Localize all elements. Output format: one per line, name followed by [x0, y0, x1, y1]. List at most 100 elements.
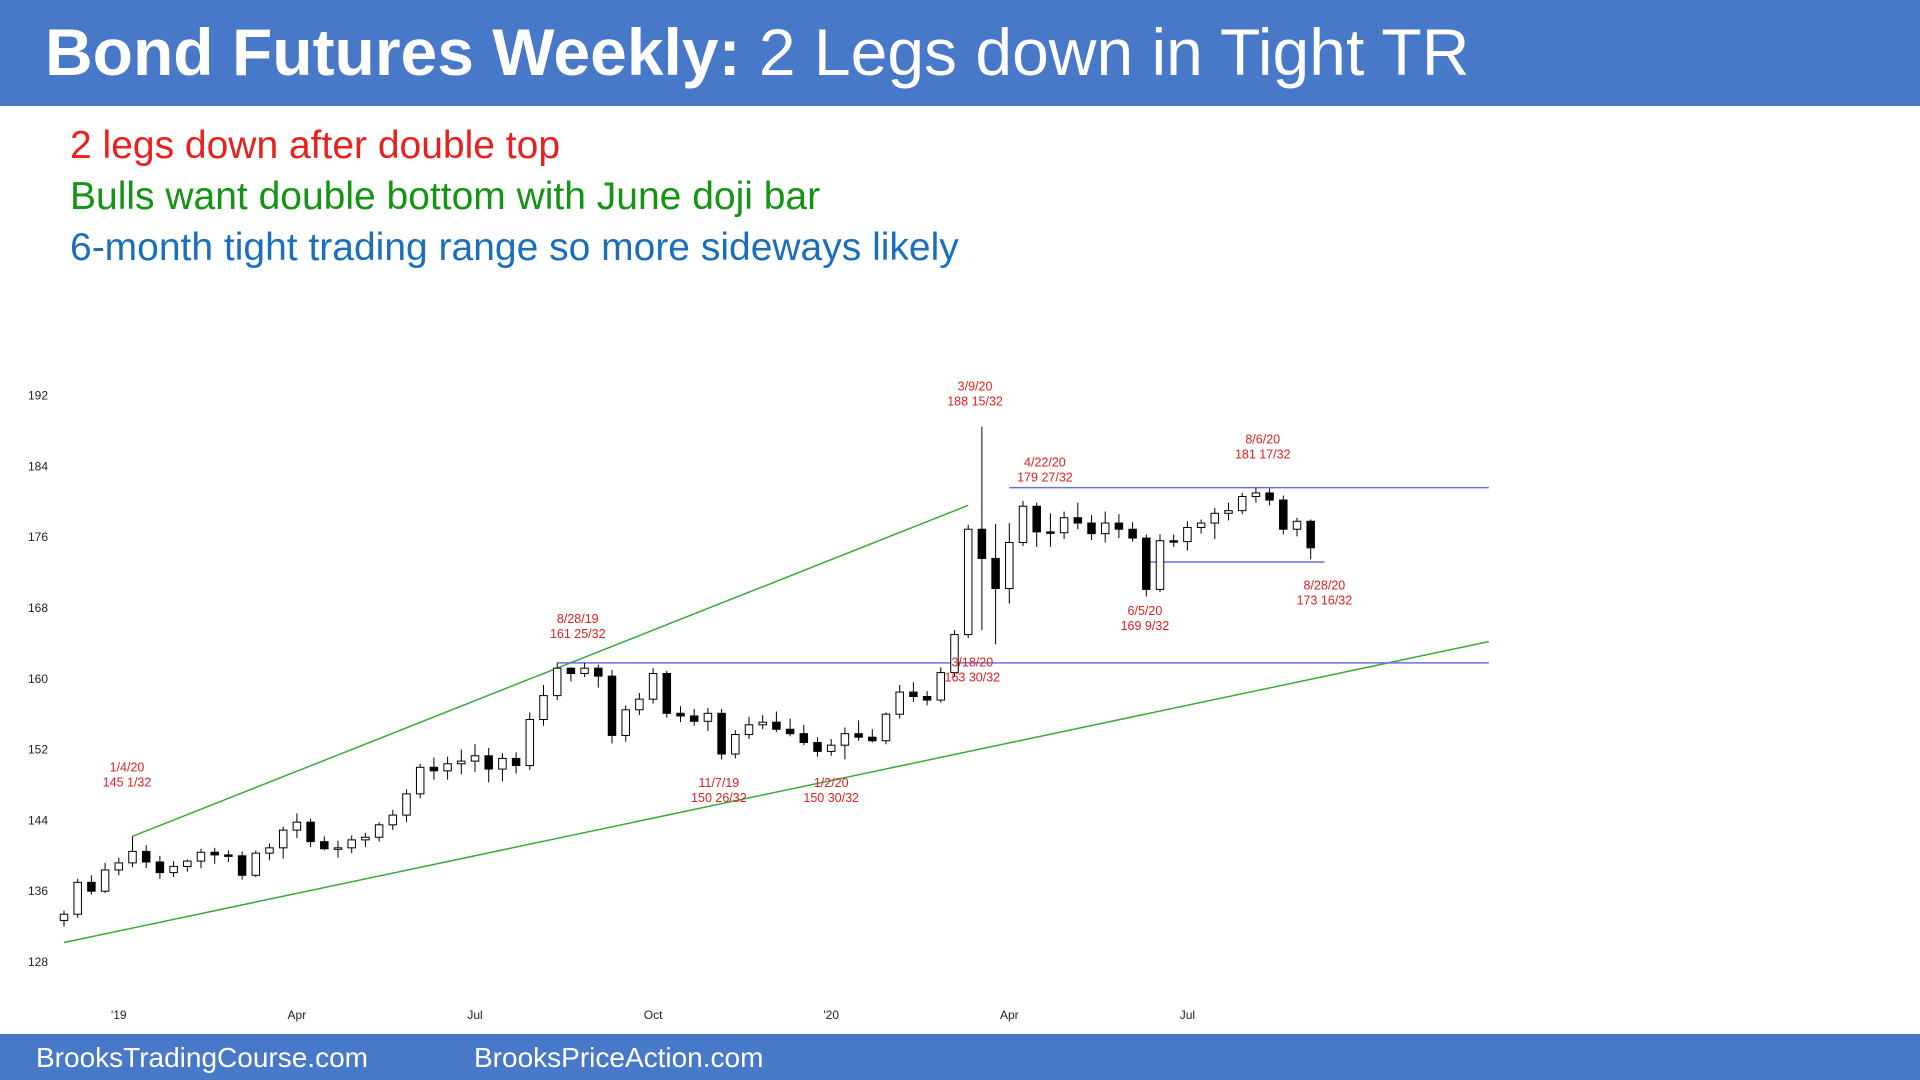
y-tick-label: 192 — [28, 389, 48, 403]
bull-candle-body — [703, 712, 713, 722]
bull-candle-body — [936, 672, 946, 701]
candle — [963, 524, 973, 639]
candle — [594, 664, 603, 688]
candle — [977, 426, 987, 631]
annotation-price: 150 26/32 — [691, 791, 747, 805]
candle — [936, 667, 946, 703]
candle — [552, 662, 562, 701]
candle — [799, 724, 809, 746]
bull-candle-body — [1210, 512, 1220, 524]
bear-candle-body — [210, 851, 219, 856]
annotation-date: 6/5/20 — [1128, 604, 1163, 618]
bull-candle-body — [100, 869, 110, 892]
bull-candle-body — [128, 850, 137, 864]
candle — [155, 855, 165, 879]
note-double-bottom: Bulls want double bottom with June doji … — [70, 175, 821, 218]
candle — [114, 857, 124, 876]
candle — [895, 684, 904, 719]
bull-candle-body — [1059, 517, 1069, 534]
candles — [59, 426, 1315, 927]
candle — [1005, 523, 1014, 604]
candle — [1046, 513, 1055, 547]
candlestick-chart: 128 136 144 152 160 168 176 184 192 '19 Apr Jul Oct… — [28, 379, 1489, 1022]
candle — [320, 836, 329, 851]
candle — [1087, 515, 1096, 540]
y-tick-label: 152 — [28, 743, 48, 757]
footer-link-brookspriceaction[interactable]: BrooksPriceAction.com — [474, 1042, 764, 1073]
bull-candle-body — [114, 862, 124, 871]
bear-candle-body — [977, 528, 987, 559]
candle — [840, 727, 850, 760]
candle — [1128, 522, 1137, 542]
bull-candle-body — [648, 672, 658, 700]
y-axis-ticks: 128 136 144 152 160 168 176 184 192 — [28, 389, 48, 969]
bear-candle-body — [1265, 492, 1274, 501]
candle — [1196, 519, 1206, 534]
bull-candle-body — [840, 733, 850, 746]
note-double-top: 2 legs down after double top — [70, 124, 561, 167]
bull-candle-body — [278, 829, 288, 849]
candle — [251, 850, 261, 878]
bear-candle-body — [676, 712, 685, 717]
candle — [511, 752, 521, 774]
candle — [525, 712, 535, 770]
candle — [1251, 487, 1261, 503]
bull-candle-body — [169, 865, 178, 874]
bull-candle-body — [731, 734, 740, 755]
candle — [566, 667, 576, 682]
candle — [744, 716, 754, 739]
bear-candle-body — [689, 715, 699, 722]
y-tick-label: 184 — [28, 459, 48, 473]
annotation-date: 1/2/20 — [814, 776, 849, 790]
annotation-price: 169 9/32 — [1121, 619, 1170, 633]
bear-candle-body — [1073, 517, 1083, 524]
bear-candle-body — [1032, 505, 1041, 533]
bull-candle-body — [826, 744, 836, 752]
footer-link-brookstradingcourse[interactable]: BrooksTradingCourse.com — [36, 1042, 368, 1073]
bear-candle-body — [237, 855, 247, 876]
candle — [703, 708, 713, 732]
bear-candle-body — [991, 557, 1000, 590]
annotation-price: 181 17/32 — [1235, 447, 1291, 461]
bull-candle-body — [1005, 542, 1014, 590]
bear-candle-body — [1142, 537, 1151, 590]
bear-candle-body — [1279, 499, 1288, 530]
bull-candle-body — [621, 709, 630, 736]
annotation-price: 161 25/32 — [550, 627, 606, 641]
annotation-date: 3/9/20 — [958, 379, 993, 393]
bull-candle-body — [470, 755, 480, 762]
bear-candle-body — [717, 712, 726, 755]
bull-candle-body — [443, 763, 452, 772]
candle — [868, 729, 877, 743]
bull-candle-body — [1155, 540, 1165, 590]
annotation-date: 8/28/20 — [1304, 578, 1346, 592]
bear-candle-body — [1087, 522, 1096, 535]
x-tick-label: Oct — [644, 1008, 663, 1022]
candle — [457, 749, 466, 775]
candle — [635, 692, 644, 716]
y-tick-label: 176 — [28, 530, 48, 544]
bear-candle-body — [306, 821, 315, 843]
bull-candle-body — [292, 821, 302, 831]
candle — [128, 836, 137, 868]
candle — [87, 875, 96, 895]
candle — [292, 813, 302, 839]
candle — [374, 822, 384, 842]
bear-candle-body — [772, 721, 781, 730]
bull-candle-body — [1237, 495, 1247, 512]
x-tick-label: Jul — [467, 1008, 482, 1022]
bear-candle-body — [854, 733, 863, 738]
candle — [909, 682, 918, 702]
bear-candle-body — [155, 861, 165, 874]
candle — [950, 630, 959, 678]
bull-candle-body — [183, 860, 192, 867]
candle — [265, 843, 274, 861]
candle — [758, 715, 767, 730]
y-tick-label: 128 — [28, 955, 48, 969]
